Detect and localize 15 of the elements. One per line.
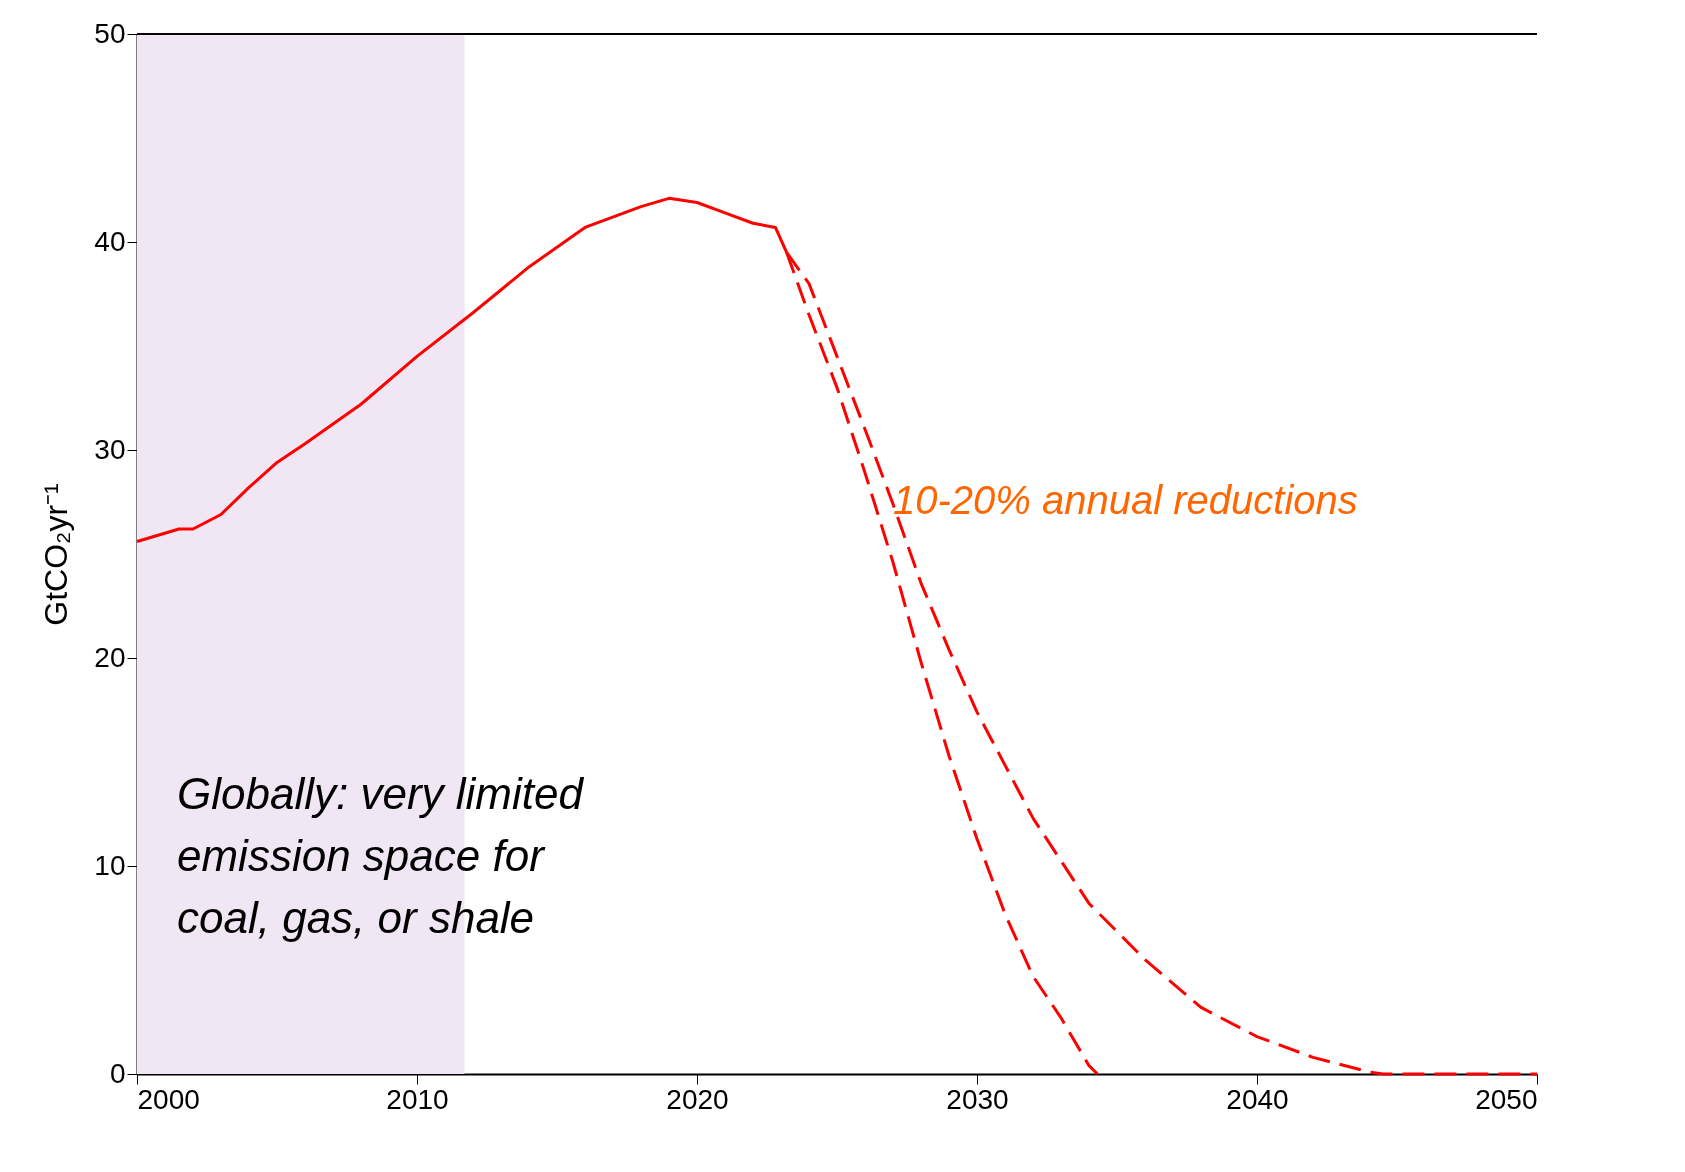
y-tick-label: 10 [94,849,126,881]
annotation: 10-20% annual reductions [893,478,1358,522]
y-tick-label: 40 [94,225,126,257]
y-tick-label: 30 [94,433,126,465]
y-tick-label: 0 [109,1057,126,1089]
x-tick-label: 2010 [386,1083,449,1115]
x-tick-label: 2050 [1475,1083,1538,1115]
x-tick-label: 2000 [137,1083,200,1115]
x-tick-label: 2030 [946,1083,1009,1115]
y-tick-label: 20 [94,641,126,673]
y-axis-title: GtCO₂yr⁻¹ [38,483,75,626]
annotation: Globally: very limited emission space for coal, gas, or shale [177,769,585,942]
x-tick-label: 2020 [666,1083,729,1115]
y-tick-label: 50 [94,17,126,49]
x-tick-label: 2040 [1226,1083,1289,1115]
